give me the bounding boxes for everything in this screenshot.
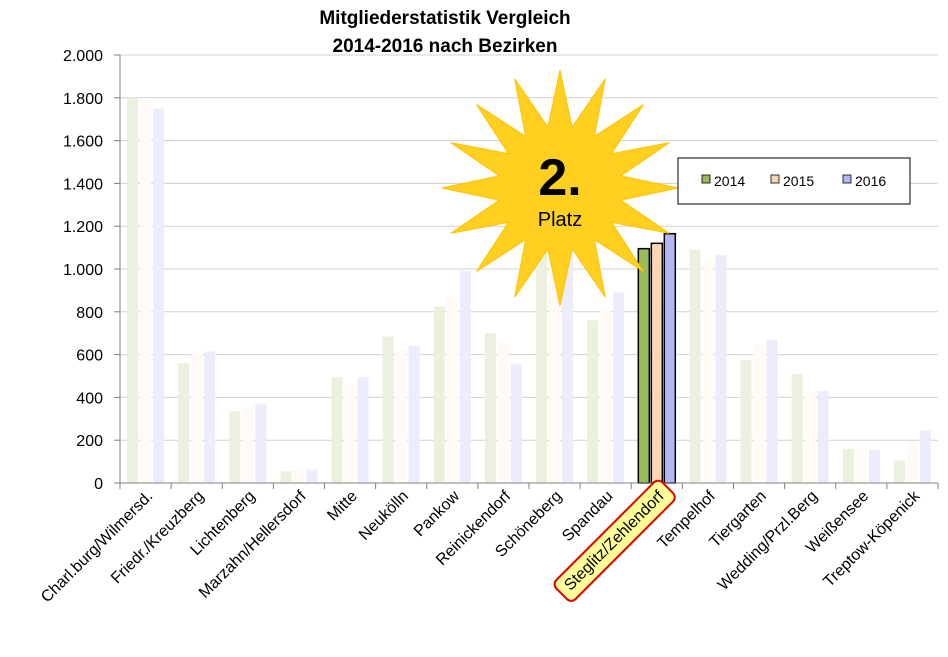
bar-2014-4 [331, 377, 343, 483]
legend-swatch-2016 [842, 174, 852, 184]
category-label-text: Treptow-Köpenick [820, 487, 923, 590]
y-tick-label: 0 [94, 476, 103, 493]
bar-2015-0 [140, 99, 152, 483]
bar-2015-11 [702, 259, 714, 483]
bar-2015-9 [600, 310, 612, 483]
bar-2016-2 [255, 403, 267, 483]
bar-2014-0 [127, 97, 139, 484]
category-label-text: Friedr./Kreuzberg [108, 488, 207, 587]
bar-2016-9 [613, 292, 625, 483]
bars [127, 97, 931, 484]
chart-title-line-1: Mitgliederstatistik Vergleich [319, 8, 570, 29]
y-tick-label: 800 [76, 305, 103, 322]
bar-2014-1 [178, 363, 190, 483]
bar-2014-5 [382, 336, 394, 483]
second-place-star-badge: 2. Platz [441, 69, 679, 307]
bar-2014-14 [842, 448, 854, 483]
category-label-text: Wedding/Przl.Berg [715, 488, 821, 594]
bar-2016-10 [663, 232, 677, 484]
category-label: Mitte [324, 488, 361, 525]
badge-rank-label: Platz [538, 209, 582, 231]
bar-2015-7 [497, 341, 509, 483]
bar-2015-2 [242, 407, 254, 483]
bar-2016-6 [459, 271, 471, 483]
bar-2015-3 [293, 470, 305, 483]
x-axis [119, 482, 939, 489]
highlight-box [553, 479, 676, 602]
bar-2014-12 [740, 359, 752, 483]
bar-2014-10 [637, 247, 651, 484]
category-label: Friedr./Kreuzberg [108, 488, 207, 587]
y-tick-label: 1.800 [63, 91, 103, 108]
y-tick-label: 1.000 [63, 262, 103, 279]
bar-2016-11 [715, 255, 727, 483]
bar-2015-14 [855, 448, 867, 483]
category-label-text: Pankow [411, 487, 464, 540]
legend-label-2016: 2016 [855, 173, 886, 189]
bar-2016-0 [153, 108, 165, 483]
y-axis: 0 200 400 600 800 1.000 1.200 1.400 1.600 1.800 2.… [63, 48, 121, 493]
legend-items: 2014 2015 2016 [701, 173, 886, 189]
bar-2015-13 [804, 392, 816, 483]
bar-2015-1 [191, 353, 203, 483]
bar-2014-6 [433, 306, 445, 483]
badge-rank-number: 2. [538, 149, 581, 207]
bar-2016-8 [562, 251, 574, 483]
category-label-text: Neukölln [356, 488, 412, 544]
x-axis-labels: Charl.burg/Wilmersd.Friedr./KreuzbergLic… [38, 479, 924, 606]
y-tick-label: 2.000 [63, 48, 103, 65]
category-label: Treptow-Köpenick [820, 487, 923, 590]
bar-2014-11 [689, 249, 701, 483]
category-label: Pankow [411, 487, 464, 540]
bar-2016-5 [408, 346, 420, 483]
bar-2015-6 [446, 295, 458, 483]
bar-2016-4 [357, 377, 369, 483]
bar-2015-8 [549, 252, 561, 483]
bar-2016-7 [510, 364, 522, 483]
legend: 2014 2015 2016 [677, 157, 911, 205]
y-tick-label: 400 [76, 390, 103, 407]
category-label: Neukölln [356, 488, 412, 544]
legend-label-2015: 2015 [783, 173, 814, 189]
bar-2016-14 [868, 449, 880, 483]
legend-swatch-2014 [701, 174, 711, 184]
bar-2014-9 [587, 320, 599, 483]
legend-swatch-2015 [770, 174, 780, 184]
y-tick-label: 1.600 [63, 134, 103, 151]
legend-label-2014: 2014 [714, 173, 745, 189]
category-label-text: Steglitz/Zehlendorf [561, 487, 668, 594]
bar-2015-4 [344, 384, 356, 483]
bar-2016-12 [766, 339, 778, 483]
bar-2014-2 [229, 411, 241, 483]
category-label-text: Mitte [324, 488, 361, 525]
bar-2015-5 [395, 349, 407, 483]
bar-2015-12 [753, 344, 765, 483]
y-tick-label: 1.200 [63, 219, 103, 236]
bar-2014-3 [280, 471, 292, 483]
bar-2015-10 [650, 242, 664, 484]
y-tick-label: 600 [76, 348, 103, 365]
bar-2015-15 [906, 442, 918, 483]
bar-2014-7 [484, 333, 496, 483]
bar-2014-8 [536, 241, 548, 483]
chart-title-line-2: 2014-2016 nach Bezirken [333, 36, 558, 57]
legend-box [677, 157, 911, 205]
bar-2016-15 [919, 430, 931, 483]
bar-2014-15 [893, 460, 905, 483]
bar-2016-1 [204, 351, 216, 483]
bar-2016-3 [306, 469, 318, 483]
category-label: Wedding/Przl.Berg [715, 488, 821, 594]
bar-2016-13 [817, 390, 829, 483]
bar-2014-13 [791, 373, 803, 483]
y-tick-label: 200 [76, 433, 103, 450]
star-burst-shape [441, 69, 679, 307]
y-tick-label: 1.400 [63, 176, 103, 193]
